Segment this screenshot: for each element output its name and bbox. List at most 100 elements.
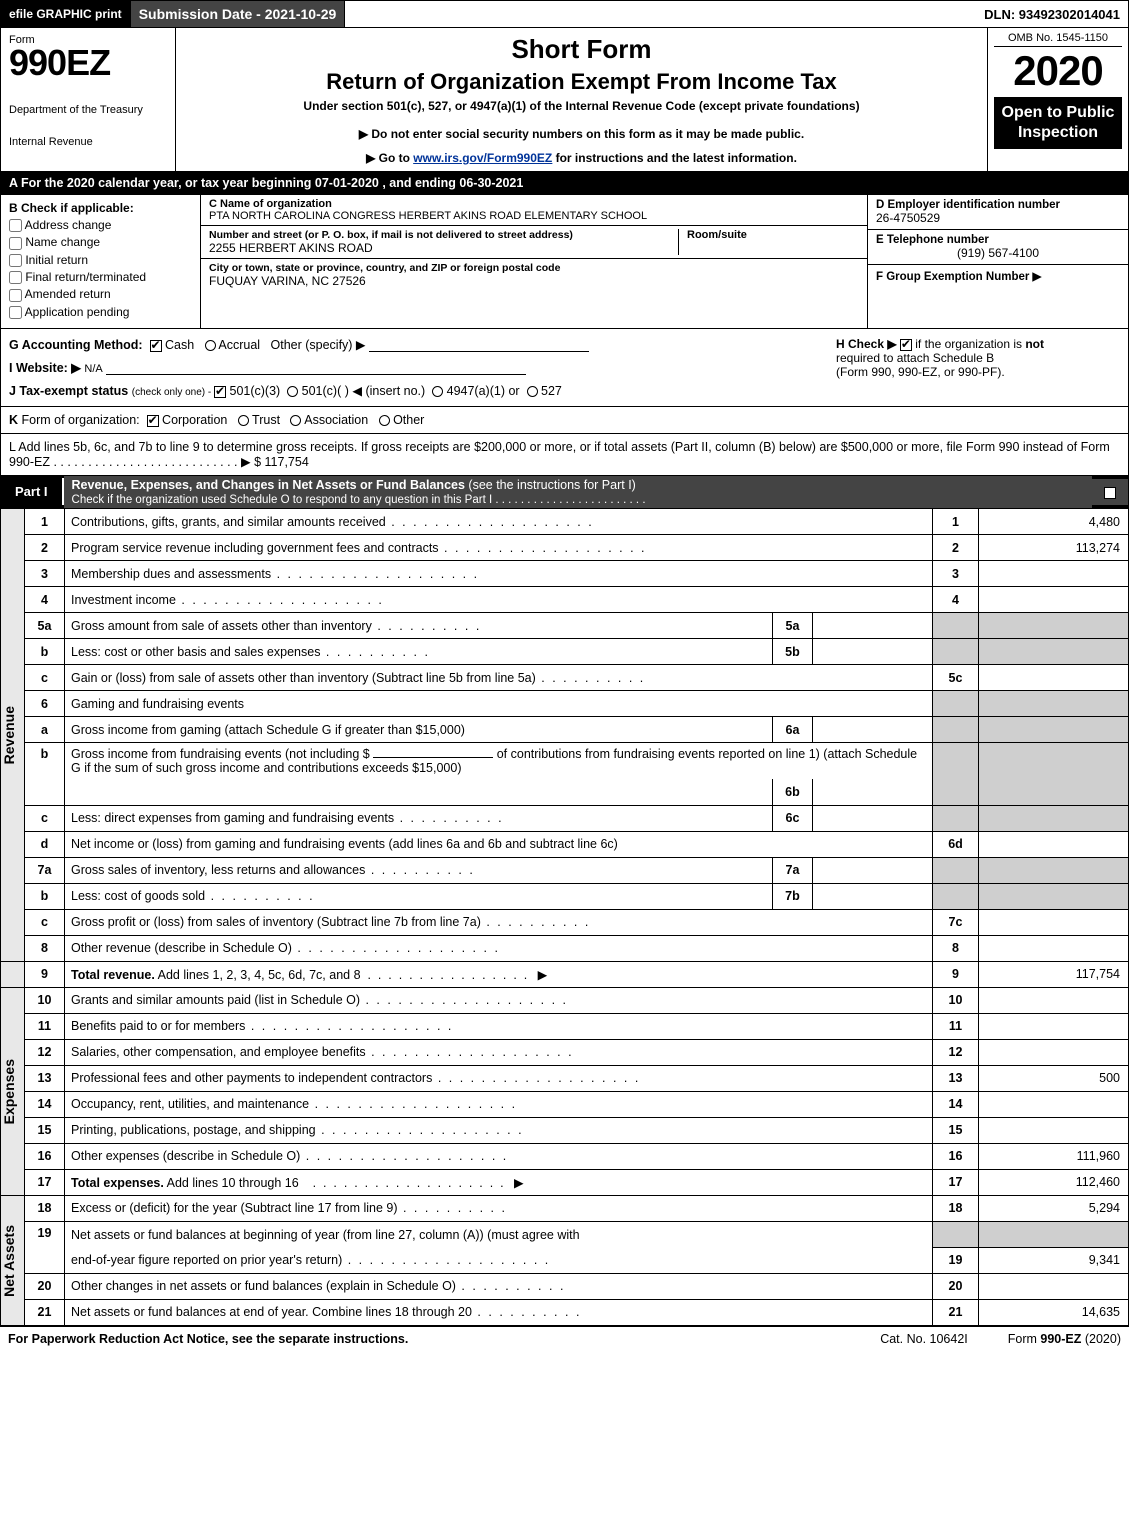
ln9-lineno: 9 (933, 961, 979, 987)
ln2-no: 2 (25, 535, 65, 561)
chk-schedule-o[interactable] (1104, 487, 1116, 499)
form-title: Return of Organization Exempt From Incom… (186, 69, 977, 95)
ln12-lineno: 12 (933, 1039, 979, 1065)
ln2-desc: Program service revenue including govern… (65, 535, 933, 561)
website-blank[interactable] (106, 374, 526, 375)
j-label: J Tax-exempt status (9, 384, 128, 398)
ln18-no: 18 (25, 1195, 65, 1221)
ln5a-mini: 5a (772, 613, 812, 639)
part-i-checkbox-cell (1092, 479, 1128, 505)
chk-cash[interactable] (150, 340, 162, 352)
chk-initial-return[interactable]: Initial return (9, 253, 192, 267)
part-i-title-wrap: Revenue, Expenses, and Changes in Net As… (64, 476, 1092, 508)
ln4-desc: Investment income (65, 587, 933, 613)
chk-address-change[interactable]: Address change (9, 218, 192, 232)
ln16-no: 16 (25, 1143, 65, 1169)
form-header: Form 990EZ Department of the Treasury In… (0, 28, 1129, 172)
form-number: 990EZ (9, 42, 167, 84)
ln5b-shade1 (933, 639, 979, 665)
ln8-lineno: 8 (933, 935, 979, 961)
ln16-val: 111,960 (979, 1143, 1129, 1169)
ln6c-shade1 (933, 805, 979, 831)
dept-line1: Department of the Treasury (9, 104, 167, 116)
radio-4947[interactable] (432, 386, 443, 397)
ln13-lineno: 13 (933, 1065, 979, 1091)
chk-application-pending[interactable]: Application pending (9, 305, 192, 319)
radio-501c[interactable] (287, 386, 298, 397)
h-not: not (1025, 337, 1044, 351)
chk-amended-return[interactable]: Amended return (9, 287, 192, 301)
ln5c-val (979, 665, 1129, 691)
ln5c-lineno: 5c (933, 665, 979, 691)
i-label: I Website: ▶ (9, 361, 81, 375)
ln19-shade1 (933, 1221, 979, 1247)
irs-link[interactable]: www.irs.gov/Form990EZ (413, 151, 552, 165)
ln5a-shade1 (933, 613, 979, 639)
ln12-no: 12 (25, 1039, 65, 1065)
ln4-val (979, 587, 1129, 613)
section-ghij: G Accounting Method: Cash Accrual Other … (0, 329, 1129, 407)
footer-right-bold: 990-EZ (1040, 1332, 1081, 1346)
line-g: G Accounting Method: Cash Accrual Other … (9, 337, 820, 352)
ln6b-minival (812, 779, 932, 805)
ln3-val (979, 561, 1129, 587)
ln2-lineno: 2 (933, 535, 979, 561)
j-501c-label: 501(c)( ) ◀ (insert no.) (302, 384, 426, 398)
warning-ssn: ▶ Do not enter social security numbers o… (186, 127, 977, 141)
ln4-no: 4 (25, 587, 65, 613)
ln5a-desc: Gross amount from sale of assets other t… (65, 613, 773, 639)
ln11-no: 11 (25, 1013, 65, 1039)
ln21-no: 21 (25, 1299, 65, 1325)
radio-other-org[interactable] (379, 415, 390, 426)
irs-link-text: www.irs.gov/Form990EZ (413, 151, 552, 165)
radio-association[interactable] (290, 415, 301, 426)
header-left: Form 990EZ Department of the Treasury In… (1, 28, 176, 171)
ln7a-no: 7a (25, 857, 65, 883)
ln5a-minival (812, 613, 932, 639)
part-i-table: Revenue 1 Contributions, gifts, grants, … (0, 509, 1129, 1326)
ln19-desc2: end-of-year figure reported on prior yea… (65, 1247, 933, 1273)
sidebar-expenses-label: Expenses (1, 1059, 24, 1124)
box-c-name-row: C Name of organization PTA NORTH CAROLIN… (201, 195, 867, 226)
radio-527[interactable] (527, 386, 538, 397)
ln6-desc: Gaming and fundraising events (65, 691, 933, 717)
ln3-desc: Membership dues and assessments (65, 561, 933, 587)
ln6c-mini: 6c (772, 805, 812, 831)
ln6-no: 6 (25, 691, 65, 717)
ln10-desc: Grants and similar amounts paid (list in… (65, 987, 933, 1013)
box-b: B Check if applicable: Address change Na… (1, 195, 201, 328)
sidebar-revenue: Revenue (1, 509, 25, 962)
ln5b-desc: Less: cost or other basis and sales expe… (65, 639, 773, 665)
ln6b-blank[interactable] (373, 757, 493, 758)
chk-final-return[interactable]: Final return/terminated (9, 270, 192, 284)
ln19-desc1: Net assets or fund balances at beginning… (65, 1221, 933, 1247)
chk-h[interactable] (900, 339, 912, 351)
city-label: City or town, state or province, country… (209, 262, 859, 274)
ln15-lineno: 15 (933, 1117, 979, 1143)
ln16-lineno: 16 (933, 1143, 979, 1169)
ln3-lineno: 3 (933, 561, 979, 587)
ln14-no: 14 (25, 1091, 65, 1117)
g-other-label: Other (specify) ▶ (271, 338, 366, 352)
ln9-val: 117,754 (979, 961, 1129, 987)
chk-501c3[interactable] (214, 386, 226, 398)
ln1-lineno: 1 (933, 509, 979, 535)
g-other-blank[interactable] (369, 351, 589, 352)
ln19-val: 9,341 (979, 1247, 1129, 1273)
g-label: G Accounting Method: (9, 338, 143, 352)
radio-trust[interactable] (238, 415, 249, 426)
ln15-desc: Printing, publications, postage, and shi… (65, 1117, 933, 1143)
ln7b-mini: 7b (772, 883, 812, 909)
ln8-desc: Other revenue (describe in Schedule O) (65, 935, 933, 961)
street-label: Number and street (or P. O. box, if mail… (209, 229, 670, 241)
ln14-val (979, 1091, 1129, 1117)
radio-accrual[interactable] (205, 340, 216, 351)
ln6b-desc1: Gross income from fundraising events (no… (65, 743, 933, 780)
ln15-val (979, 1117, 1129, 1143)
part-i-sub: (see the instructions for Part I) (465, 478, 636, 492)
ln5c-no: c (25, 665, 65, 691)
chk-corporation[interactable] (147, 415, 159, 427)
ln15-no: 15 (25, 1117, 65, 1143)
chk-name-change[interactable]: Name change (9, 235, 192, 249)
ln6b-shade2 (979, 743, 1129, 806)
